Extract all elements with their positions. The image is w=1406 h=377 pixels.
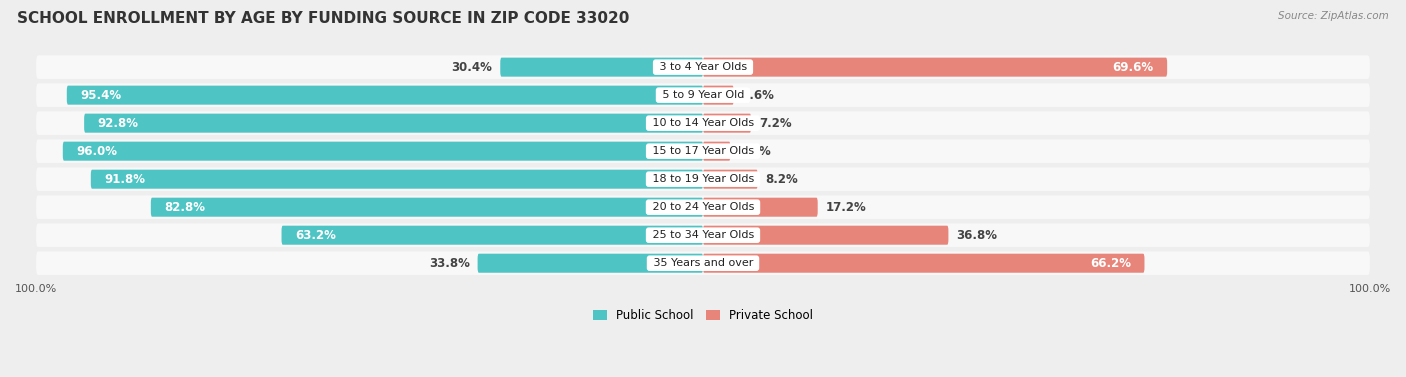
Text: 8.2%: 8.2% <box>766 173 799 186</box>
Text: 69.6%: 69.6% <box>1112 61 1154 74</box>
Text: SCHOOL ENROLLMENT BY AGE BY FUNDING SOURCE IN ZIP CODE 33020: SCHOOL ENROLLMENT BY AGE BY FUNDING SOUR… <box>17 11 630 26</box>
FancyBboxPatch shape <box>150 198 703 217</box>
FancyBboxPatch shape <box>703 86 734 105</box>
FancyBboxPatch shape <box>91 170 703 189</box>
FancyBboxPatch shape <box>703 198 818 217</box>
Text: 92.8%: 92.8% <box>97 116 138 130</box>
FancyBboxPatch shape <box>37 195 1369 219</box>
Text: 15 to 17 Year Olds: 15 to 17 Year Olds <box>648 146 758 156</box>
Text: 30.4%: 30.4% <box>451 61 492 74</box>
Text: 36.8%: 36.8% <box>956 229 997 242</box>
Text: 35 Years and over: 35 Years and over <box>650 258 756 268</box>
Text: 66.2%: 66.2% <box>1090 257 1132 270</box>
FancyBboxPatch shape <box>703 226 949 245</box>
FancyBboxPatch shape <box>703 58 1167 77</box>
FancyBboxPatch shape <box>37 251 1369 275</box>
FancyBboxPatch shape <box>703 113 751 133</box>
FancyBboxPatch shape <box>703 170 758 189</box>
FancyBboxPatch shape <box>37 83 1369 107</box>
FancyBboxPatch shape <box>37 55 1369 79</box>
FancyBboxPatch shape <box>281 226 703 245</box>
FancyBboxPatch shape <box>37 111 1369 135</box>
FancyBboxPatch shape <box>37 167 1369 191</box>
Text: 91.8%: 91.8% <box>104 173 145 186</box>
FancyBboxPatch shape <box>63 142 703 161</box>
Text: 7.2%: 7.2% <box>759 116 792 130</box>
Text: 25 to 34 Year Olds: 25 to 34 Year Olds <box>648 230 758 240</box>
FancyBboxPatch shape <box>703 254 1144 273</box>
Legend: Public School, Private School: Public School, Private School <box>588 304 818 326</box>
Text: 3 to 4 Year Olds: 3 to 4 Year Olds <box>655 62 751 72</box>
Text: 82.8%: 82.8% <box>165 201 205 214</box>
FancyBboxPatch shape <box>703 142 730 161</box>
FancyBboxPatch shape <box>37 139 1369 163</box>
FancyBboxPatch shape <box>67 86 703 105</box>
FancyBboxPatch shape <box>37 224 1369 247</box>
Text: Source: ZipAtlas.com: Source: ZipAtlas.com <box>1278 11 1389 21</box>
FancyBboxPatch shape <box>501 58 703 77</box>
Text: 4.1%: 4.1% <box>738 145 770 158</box>
Text: 4.6%: 4.6% <box>742 89 775 102</box>
Text: 17.2%: 17.2% <box>825 201 866 214</box>
Text: 18 to 19 Year Olds: 18 to 19 Year Olds <box>648 174 758 184</box>
Text: 95.4%: 95.4% <box>80 89 121 102</box>
FancyBboxPatch shape <box>84 113 703 133</box>
Text: 10 to 14 Year Olds: 10 to 14 Year Olds <box>648 118 758 128</box>
Text: 96.0%: 96.0% <box>76 145 117 158</box>
FancyBboxPatch shape <box>478 254 703 273</box>
Text: 33.8%: 33.8% <box>429 257 470 270</box>
Text: 20 to 24 Year Olds: 20 to 24 Year Olds <box>648 202 758 212</box>
Text: 5 to 9 Year Old: 5 to 9 Year Old <box>658 90 748 100</box>
Text: 63.2%: 63.2% <box>295 229 336 242</box>
